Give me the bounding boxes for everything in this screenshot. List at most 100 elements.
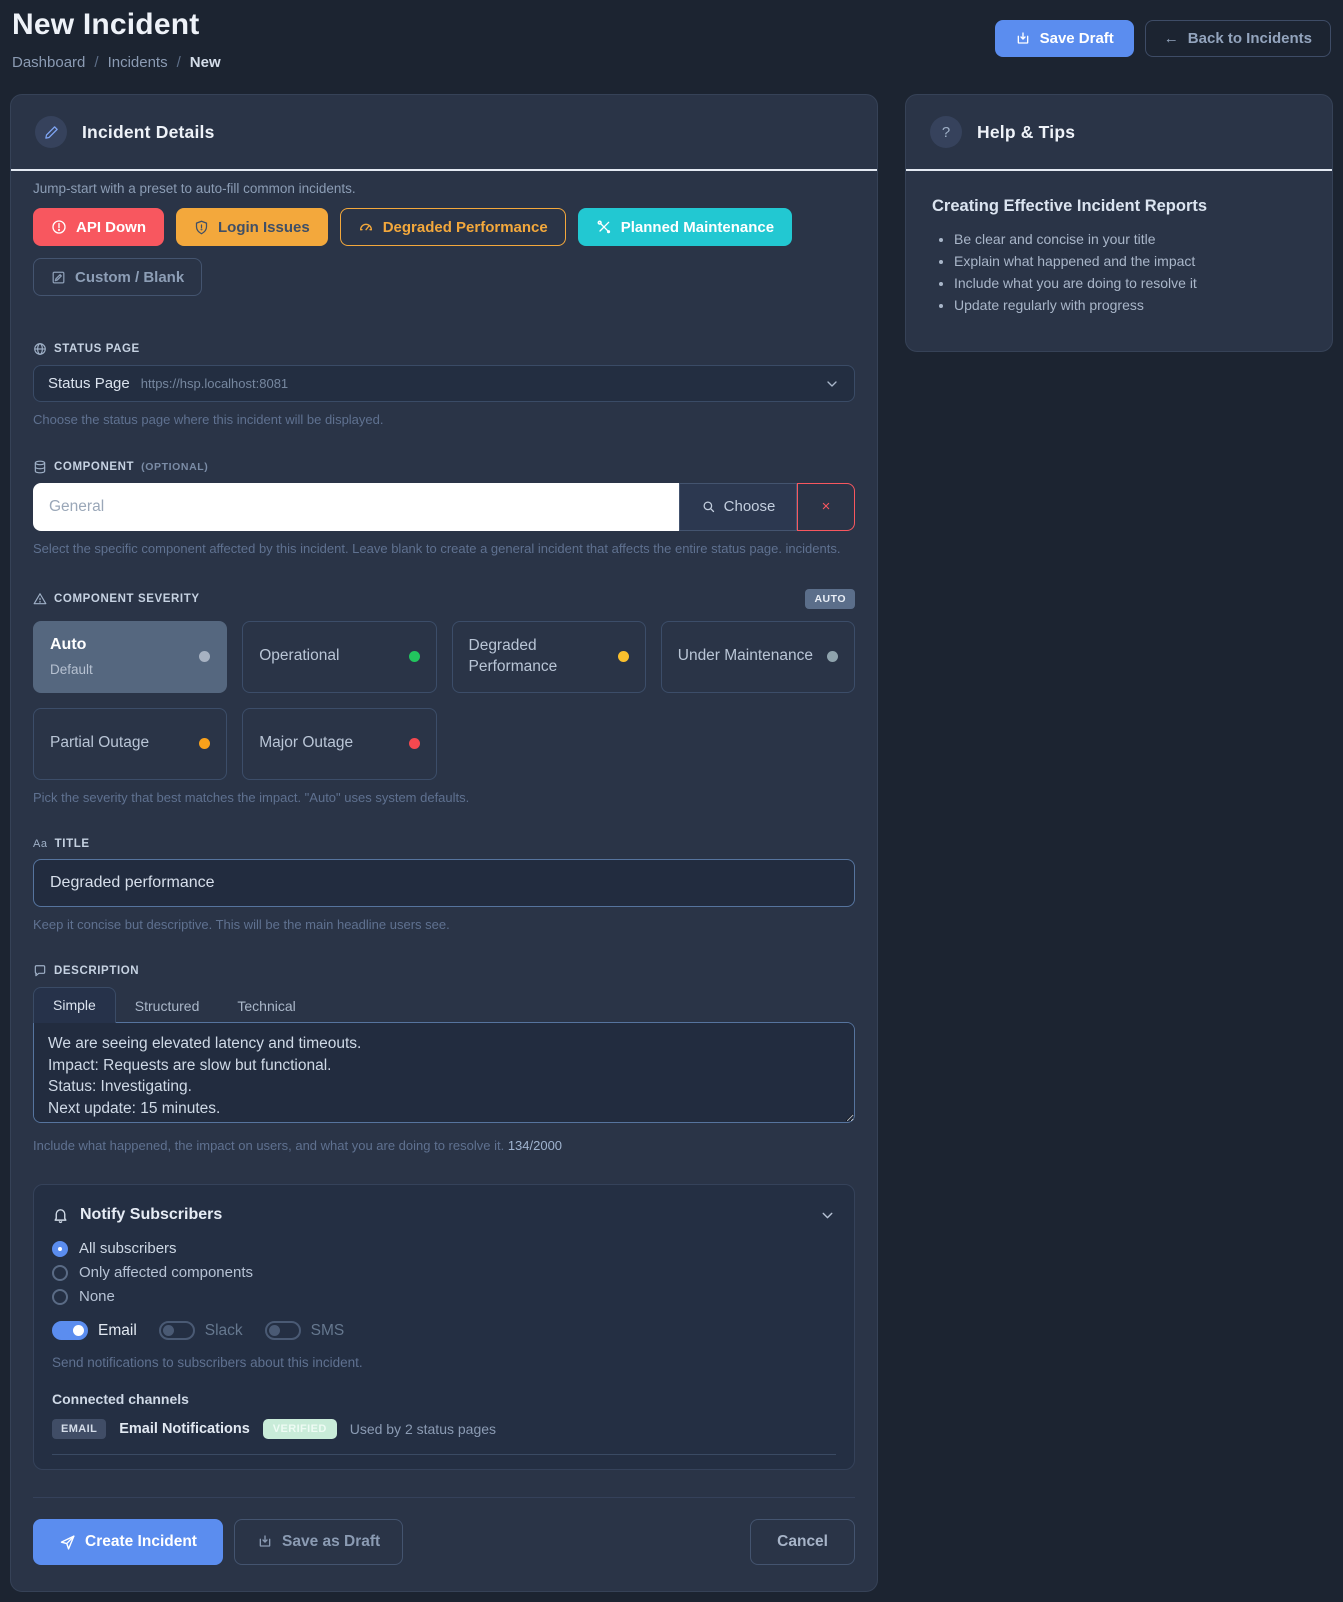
preset-custom-blank-button[interactable]: Custom / Blank (33, 258, 203, 296)
preset-degraded-performance-button[interactable]: Degraded Performance (339, 208, 566, 246)
page-header: New Incident Dashboard / Incidents / New… (10, 8, 1333, 71)
severity-dot (827, 651, 838, 663)
save-draft-button[interactable]: Save Draft (994, 20, 1134, 57)
pencil-icon (35, 116, 67, 148)
description-help: Include what happened, the impact on use… (33, 1137, 855, 1156)
radio-only-affected-components[interactable]: Only affected components (52, 1264, 836, 1281)
tab-technical[interactable]: Technical (218, 990, 314, 1022)
toggle-sms[interactable]: SMS (264, 1321, 345, 1341)
severity-dot (408, 651, 420, 663)
save-draft-icon (257, 1534, 273, 1550)
help-tips-card: ? Help & Tips Creating Effective Inciden… (905, 94, 1333, 352)
chevron-down-icon[interactable] (819, 1207, 836, 1224)
toggle-label: SMS (310, 1321, 345, 1339)
severity-options: Auto Default Operational Degraded Perfor… (33, 620, 855, 780)
severity-option-operational[interactable]: Operational (242, 620, 437, 693)
channel-name: Email Notifications (119, 1421, 250, 1438)
back-to-incidents-button[interactable]: ← Back to Incidents (1144, 20, 1331, 57)
severity-label: COMPONENT SEVERITY (54, 592, 200, 605)
description-help-text: Include what happened, the impact on use… (33, 1138, 505, 1154)
title-field: Aa TITLE Keep it concise but descriptive… (33, 838, 855, 935)
severity-option-auto[interactable]: Auto Default (33, 620, 228, 693)
description-textarea[interactable]: We are seeing elevated latency and timeo… (33, 1022, 855, 1124)
component-label: COMPONENT (54, 460, 135, 473)
toggle-slack[interactable]: Slack (158, 1321, 243, 1341)
back-label: Back to Incidents (1187, 30, 1312, 47)
notify-subscribers-panel: Notify Subscribers All subscribers Only (33, 1184, 855, 1471)
toggle-label: Email (98, 1321, 137, 1339)
form-footer: Create Incident Save as Draft Cancel (33, 1497, 855, 1566)
description-field: DESCRIPTION Simple Structured Technical … (33, 964, 855, 1156)
component-choose-button[interactable]: Choose (679, 482, 797, 531)
status-page-help: Choose the status page where this incide… (33, 412, 384, 427)
severity-option-degraded-performance[interactable]: Degraded Performance (451, 620, 646, 693)
tip-item: Update regularly with progress (954, 297, 1306, 313)
component-optional-label: (OPTIONAL) (141, 460, 209, 473)
choose-label: Choose (723, 498, 776, 516)
card-title: Incident Details (82, 121, 215, 142)
toggle-switch[interactable] (52, 1321, 88, 1341)
severity-option-under-maintenance[interactable]: Under Maintenance (660, 620, 855, 693)
create-incident-label: Create Incident (85, 1533, 197, 1551)
save-draft-label: Save Draft (1039, 30, 1114, 47)
status-page-url: https://hsp.localhost:8081 (140, 376, 289, 391)
chevron-down-icon (824, 376, 840, 392)
component-input[interactable] (33, 482, 679, 531)
page-title: New Incident (12, 8, 200, 41)
radio-icon (52, 1240, 68, 1257)
globe-icon (33, 342, 47, 356)
component-clear-button[interactable]: × (797, 482, 855, 531)
preset-label: Planned Maintenance (620, 218, 775, 236)
save-as-draft-button[interactable]: Save as Draft (233, 1519, 404, 1566)
severity-dot (617, 651, 629, 663)
tip-item: Be clear and concise in your title (954, 231, 1306, 247)
breadcrumb-dashboard[interactable]: Dashboard (12, 54, 86, 71)
save-as-draft-label: Save as Draft (281, 1533, 381, 1551)
preset-api-down-button[interactable]: API Down (33, 208, 164, 246)
radio-label: None (79, 1288, 115, 1306)
preset-label: Custom / Blank (75, 268, 185, 286)
gauge-icon (358, 219, 374, 235)
title-input[interactable] (33, 858, 855, 907)
preset-row-1: API Down Login Issues Degraded Performan… (33, 208, 855, 246)
toggle-switch[interactable] (158, 1321, 195, 1341)
severity-option-major-outage[interactable]: Major Outage (242, 707, 437, 780)
toggle-switch[interactable] (264, 1321, 301, 1341)
database-icon (33, 460, 47, 474)
status-page-field: STATUS PAGE Status Page https://hsp.loca… (33, 342, 855, 430)
notify-toggle-group: Email Slack SMS (52, 1321, 836, 1341)
status-page-select[interactable]: Status Page https://hsp.localhost:8081 (33, 365, 855, 402)
notify-subscribers-header[interactable]: Notify Subscribers (52, 1200, 836, 1228)
tab-simple[interactable]: Simple (33, 987, 116, 1024)
preset-login-issues-button[interactable]: Login Issues (176, 208, 328, 246)
notify-help: Send notifications to subscribers about … (52, 1355, 363, 1371)
status-page-label: STATUS PAGE (54, 343, 140, 355)
severity-option-partial-outage[interactable]: Partial Outage (33, 707, 228, 780)
severity-option-sub: Default (50, 661, 93, 677)
help-card-title: Help & Tips (977, 121, 1076, 142)
notify-radio-group: All subscribers Only affected components… (52, 1240, 836, 1305)
toggle-email[interactable]: Email (52, 1321, 137, 1341)
toggle-label: Slack (204, 1321, 243, 1339)
radio-none[interactable]: None (52, 1288, 836, 1305)
create-incident-button[interactable]: Create Incident (33, 1519, 223, 1566)
search-icon (701, 499, 716, 514)
severity-dot (408, 738, 420, 750)
incident-details-header: Incident Details (11, 95, 877, 171)
breadcrumb-incidents[interactable]: Incidents (107, 54, 168, 71)
tip-item: Explain what happened and the impact (954, 253, 1306, 269)
component-field: COMPONENT (OPTIONAL) Choose × Sel (33, 460, 855, 559)
save-draft-icon (1015, 31, 1031, 47)
auto-badge: AUTO (805, 588, 855, 609)
radio-all-subscribers[interactable]: All subscribers (52, 1240, 836, 1257)
severity-dot (199, 651, 211, 663)
help-tips-header: ? Help & Tips (906, 95, 1332, 171)
tab-structured[interactable]: Structured (116, 990, 219, 1022)
channel-usage: Used by 2 status pages (349, 1421, 497, 1438)
preset-planned-maintenance-button[interactable]: Planned Maintenance (577, 208, 793, 246)
breadcrumb-new: New (189, 54, 221, 71)
cancel-button[interactable]: Cancel (750, 1519, 855, 1566)
severity-field: COMPONENT SEVERITY AUTO Auto Default (33, 588, 855, 808)
text-icon: Aa (33, 837, 48, 850)
